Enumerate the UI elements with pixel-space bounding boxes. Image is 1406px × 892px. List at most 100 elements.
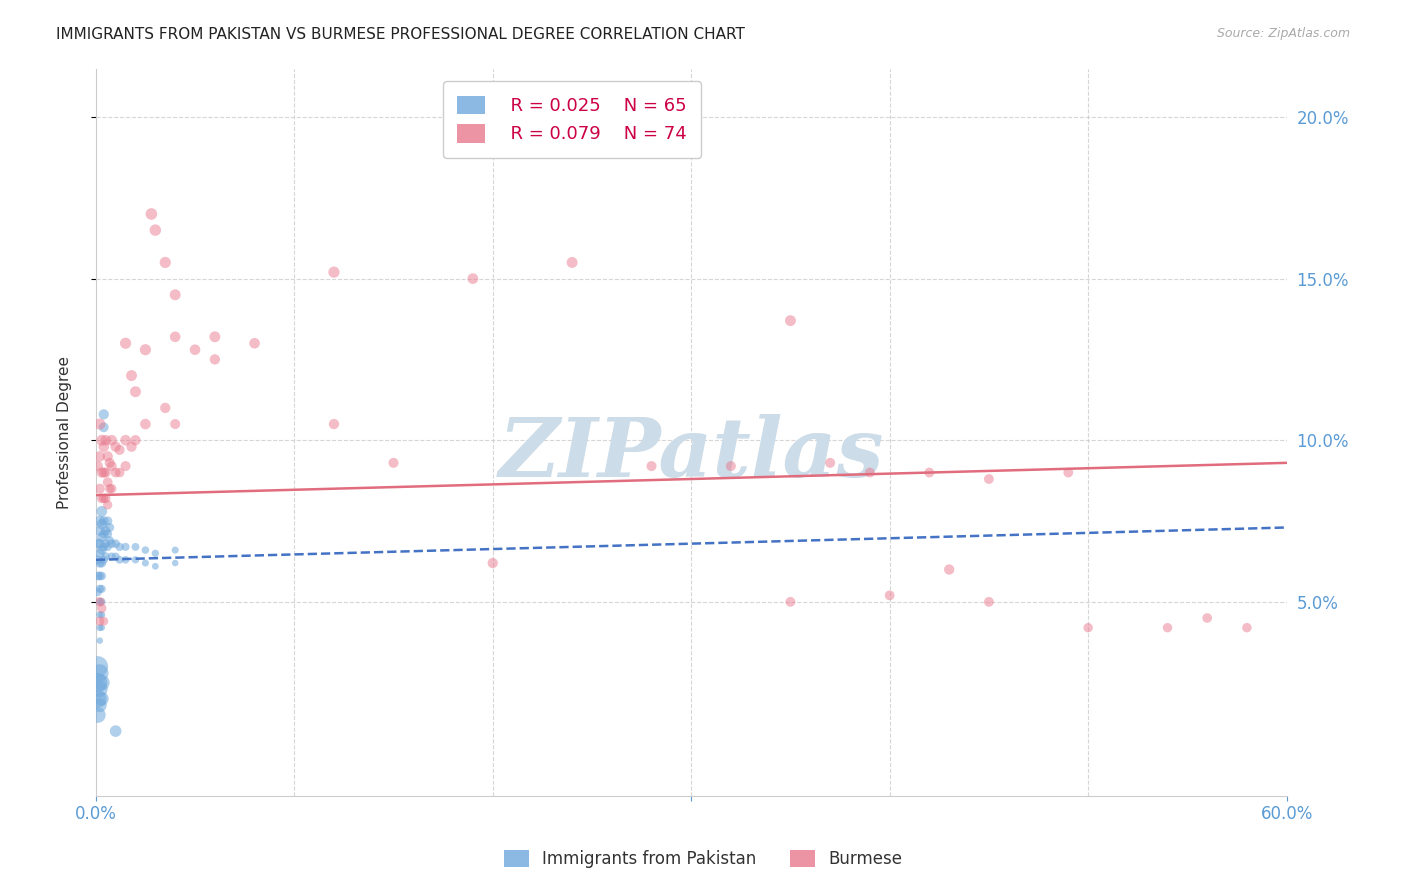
Point <box>93 553 115 567</box>
Point <box>89 665 111 680</box>
Point <box>87 536 110 550</box>
Point <box>124 540 146 554</box>
Legend: Immigrants from Pakistan, Burmese: Immigrants from Pakistan, Burmese <box>498 843 908 875</box>
Point <box>323 265 346 279</box>
Point <box>323 417 346 431</box>
Point <box>184 343 207 357</box>
Point <box>89 524 111 538</box>
Point <box>561 255 583 269</box>
Point <box>94 466 117 480</box>
Point <box>100 536 122 550</box>
Point <box>165 543 187 558</box>
Point <box>89 569 111 583</box>
Point <box>640 459 662 474</box>
Point <box>97 475 120 490</box>
Point <box>104 724 127 739</box>
Point <box>143 223 166 237</box>
Point <box>90 434 112 448</box>
Point <box>94 524 117 538</box>
Point <box>93 440 115 454</box>
Point <box>165 556 187 570</box>
Point <box>977 595 1000 609</box>
Point <box>93 614 115 628</box>
Point <box>97 450 120 464</box>
Point <box>779 313 801 327</box>
Point <box>89 595 111 609</box>
Point <box>124 434 146 448</box>
Point <box>94 491 117 506</box>
Point <box>165 330 187 344</box>
Point <box>98 456 121 470</box>
Point <box>89 614 111 628</box>
Point <box>97 527 120 541</box>
Point <box>90 607 112 622</box>
Point <box>93 420 115 434</box>
Point <box>98 533 121 548</box>
Point <box>90 595 112 609</box>
Point <box>100 434 122 448</box>
Point <box>104 466 127 480</box>
Point <box>114 459 136 474</box>
Point <box>124 553 146 567</box>
Point <box>104 536 127 550</box>
Point <box>93 540 115 554</box>
Point <box>89 698 111 713</box>
Point <box>90 601 112 615</box>
Point <box>108 553 131 567</box>
Point <box>90 530 112 544</box>
Point <box>93 466 115 480</box>
Point <box>93 408 115 422</box>
Legend:   R = 0.025    N = 65,   R = 0.079    N = 74: R = 0.025 N = 65, R = 0.079 N = 74 <box>443 81 702 158</box>
Point <box>94 434 117 448</box>
Point <box>918 466 941 480</box>
Point <box>461 271 484 285</box>
Point <box>134 343 156 357</box>
Point <box>108 442 131 457</box>
Point <box>104 440 127 454</box>
Text: ZIPatlas: ZIPatlas <box>499 414 884 494</box>
Point <box>90 466 112 480</box>
Point <box>87 569 110 583</box>
Point <box>121 440 143 454</box>
Y-axis label: Professional Degree: Professional Degree <box>58 356 72 508</box>
Point <box>87 553 110 567</box>
Point <box>87 459 110 474</box>
Point <box>90 504 112 518</box>
Point <box>100 459 122 474</box>
Point <box>104 549 127 564</box>
Point <box>90 491 112 506</box>
Point <box>89 482 111 496</box>
Point <box>93 514 115 528</box>
Point <box>938 562 960 576</box>
Point <box>977 472 1000 486</box>
Point <box>97 540 120 554</box>
Point <box>100 549 122 564</box>
Text: Source: ZipAtlas.com: Source: ZipAtlas.com <box>1216 27 1350 40</box>
Point <box>89 417 111 431</box>
Point <box>818 456 841 470</box>
Point <box>89 546 111 560</box>
Point <box>87 659 110 673</box>
Point <box>87 585 110 599</box>
Point <box>89 682 111 697</box>
Text: IMMIGRANTS FROM PAKISTAN VS BURMESE PROFESSIONAL DEGREE CORRELATION CHART: IMMIGRANTS FROM PAKISTAN VS BURMESE PROF… <box>56 27 745 42</box>
Point <box>143 559 166 574</box>
Point <box>87 708 110 723</box>
Point <box>97 514 120 528</box>
Point <box>143 546 166 560</box>
Point <box>134 556 156 570</box>
Point <box>108 466 131 480</box>
Point <box>114 553 136 567</box>
Point <box>204 330 226 344</box>
Point <box>1236 621 1258 635</box>
Point <box>481 556 503 570</box>
Point <box>90 621 112 635</box>
Point <box>89 595 111 609</box>
Point <box>1156 621 1178 635</box>
Point <box>98 482 121 496</box>
Point <box>90 675 112 690</box>
Point <box>100 482 122 496</box>
Point <box>141 207 163 221</box>
Point <box>89 536 111 550</box>
Point <box>90 543 112 558</box>
